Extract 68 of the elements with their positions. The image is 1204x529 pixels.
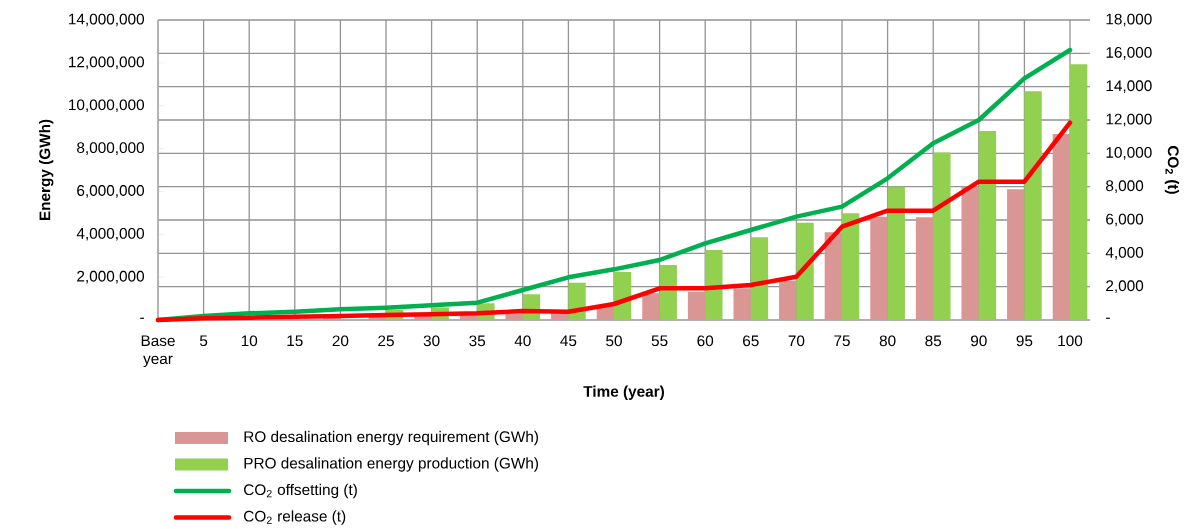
bar bbox=[323, 317, 341, 320]
bar bbox=[779, 280, 797, 320]
y-axis-title: Energy (GWh) bbox=[39, 119, 54, 221]
y2-tick-label: 16,000 bbox=[1106, 47, 1152, 60]
x-tick-label: 15 bbox=[287, 335, 303, 347]
x-tick-label: 80 bbox=[879, 335, 896, 347]
x-tick-label: 35 bbox=[469, 335, 486, 347]
legend-label: CO$_{2}$ offsetting (t) bbox=[244, 483, 357, 499]
line-series bbox=[155, 120, 1073, 323]
bar bbox=[1024, 91, 1042, 320]
x-tick-label: 70 bbox=[788, 335, 805, 347]
x-tick-label: 65 bbox=[743, 335, 759, 347]
legend-label: PRO desalination energy production (GWh) bbox=[244, 457, 539, 472]
bar bbox=[870, 216, 888, 320]
x-tick-label: 45 bbox=[560, 335, 577, 347]
bar bbox=[887, 186, 905, 320]
bar bbox=[1052, 134, 1071, 320]
x-tick-label: 30 bbox=[423, 335, 440, 347]
bar bbox=[933, 152, 951, 320]
bar bbox=[796, 222, 814, 320]
x-tick-label: 90 bbox=[970, 335, 987, 347]
x-tick-label: 25 bbox=[378, 335, 394, 347]
bar bbox=[978, 131, 997, 320]
bar bbox=[915, 217, 934, 320]
x-tick-label: 50 bbox=[606, 335, 622, 347]
y-tick-label: - bbox=[140, 317, 144, 319]
x-tick-label: 85 bbox=[925, 335, 942, 347]
x-tick-label: 10 bbox=[241, 335, 258, 347]
x-tick-label: 5 bbox=[199, 335, 208, 347]
bar bbox=[750, 237, 769, 320]
bar bbox=[961, 186, 979, 320]
y-tick-label: 4,000,000 bbox=[76, 227, 145, 241]
y2-tick-label: 10,000 bbox=[1106, 147, 1152, 160]
legend-label: CO$_{2}$ release (t) bbox=[244, 510, 346, 525]
y2-tick-label: 14,000 bbox=[1106, 80, 1152, 93]
x-tick-label: 60 bbox=[697, 335, 714, 347]
y-tick-label: 12,000,000 bbox=[69, 56, 145, 70]
x-axis-title: Time (year) bbox=[583, 385, 664, 400]
bar bbox=[505, 313, 523, 320]
bar bbox=[642, 293, 660, 320]
y2-tick-label: 6,000 bbox=[1106, 213, 1144, 227]
y-tick-label: 10,000,000 bbox=[69, 99, 145, 113]
x-tick-label: 75 bbox=[834, 335, 850, 347]
y-tick-label: 6,000,000 bbox=[77, 185, 145, 198]
x-tick-label: 40 bbox=[514, 335, 531, 347]
y2-tick-label: 4,000 bbox=[1105, 247, 1144, 260]
y-tick-label: 14,000,000 bbox=[69, 13, 145, 27]
y2-tick-label: 18,000 bbox=[1106, 13, 1152, 27]
y2-tick-label: 8,000 bbox=[1106, 180, 1144, 193]
bar bbox=[842, 213, 860, 320]
y2-tick-label: 2,000 bbox=[1106, 280, 1144, 293]
legend-label: RO desalination energy requirement (GWh) bbox=[244, 430, 538, 446]
bar bbox=[1007, 189, 1025, 320]
y2-tick-label: - bbox=[1106, 317, 1110, 319]
bar bbox=[705, 249, 723, 320]
y2-tick-label: 12,000 bbox=[1106, 113, 1152, 127]
x-tick-label: 55 bbox=[651, 335, 668, 347]
bar bbox=[824, 232, 843, 320]
x-tick-label: 20 bbox=[332, 335, 349, 347]
bar bbox=[1070, 64, 1088, 320]
bar bbox=[733, 288, 751, 320]
y2-axis-title: CO$_{2}$ (t) bbox=[1164, 146, 1180, 194]
x-tick-label: Base year bbox=[141, 335, 175, 368]
y-tick-label: 8,000,000 bbox=[77, 142, 145, 155]
bar bbox=[687, 291, 706, 320]
y-tick-label: 2,000,000 bbox=[77, 270, 145, 284]
x-tick-label: 95 bbox=[1016, 335, 1033, 347]
x-tick-label: 100 bbox=[1058, 335, 1083, 347]
